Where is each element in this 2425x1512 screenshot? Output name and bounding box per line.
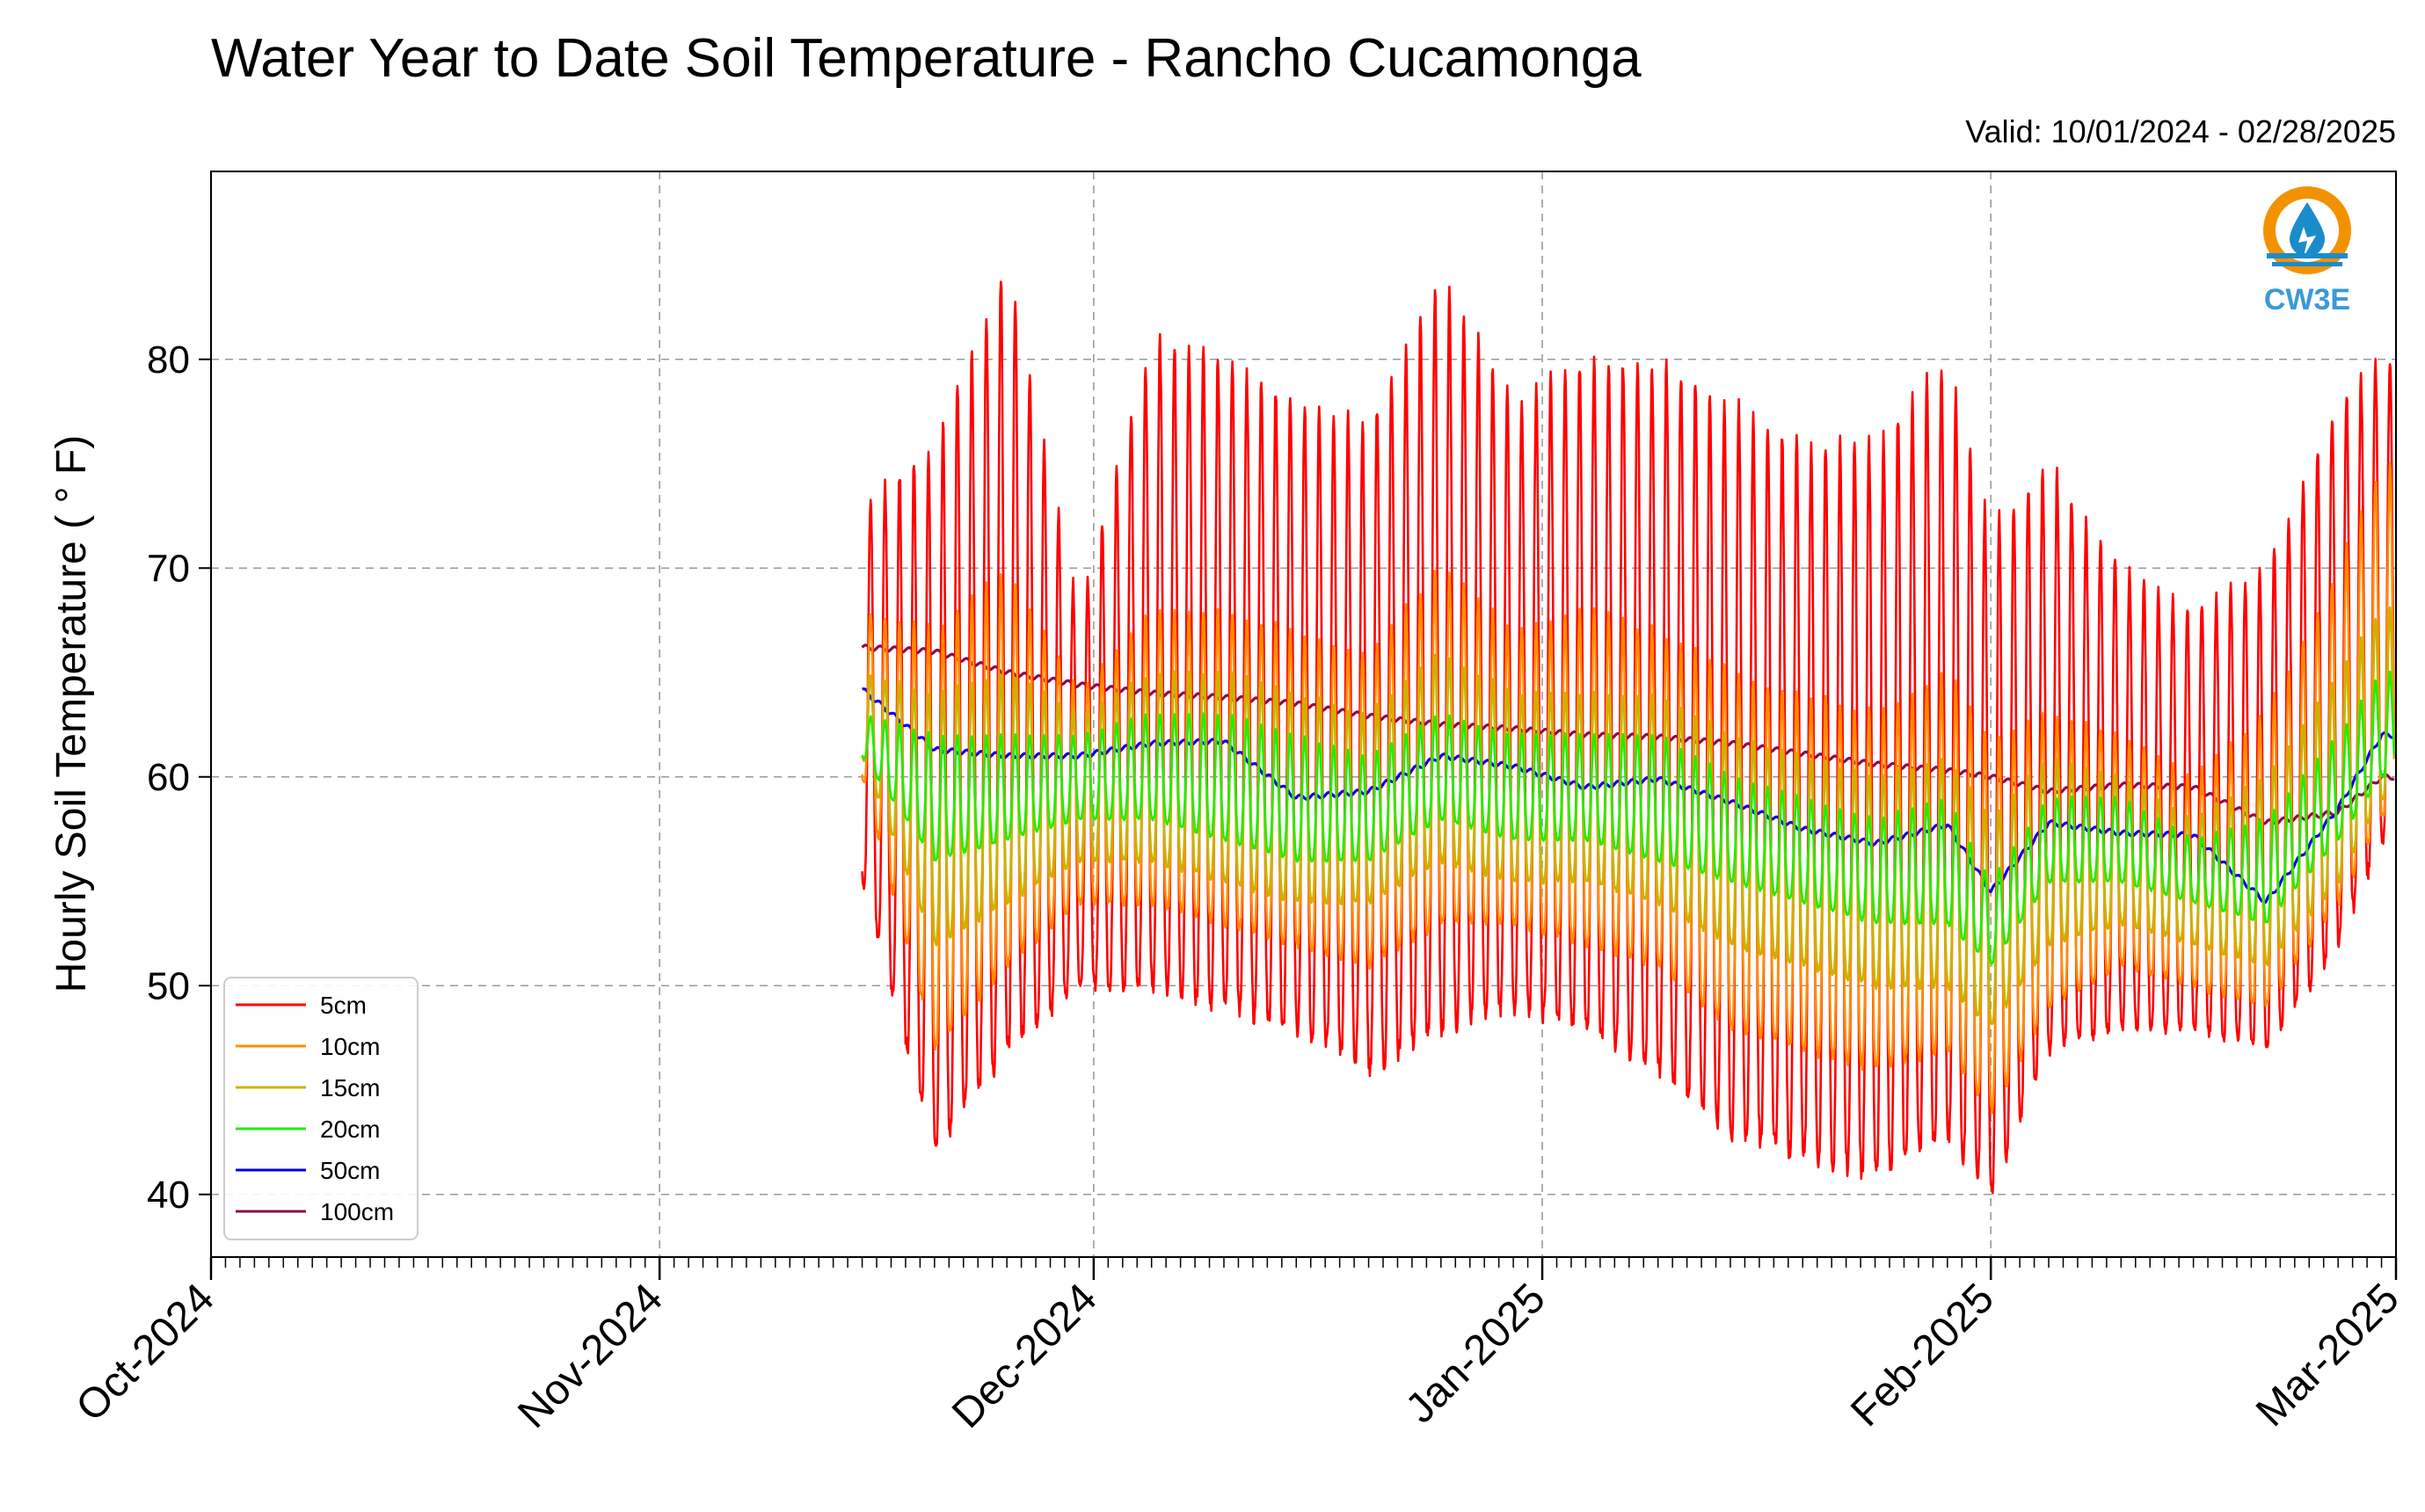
legend-item-20cm: 20cm	[236, 1116, 380, 1143]
legend-label: 50cm	[320, 1157, 380, 1184]
cw3e-logo: CW3E	[2263, 186, 2351, 316]
series-line-10cm	[861, 462, 2396, 1115]
series-line-50cm	[861, 687, 2395, 904]
y-tick-label: 60	[147, 756, 190, 799]
legend-item-50cm: 50cm	[236, 1157, 380, 1184]
y-tick-label: 80	[147, 338, 190, 382]
legend: 5cm 10cm 15cm 20cm 50cm 100cm	[223, 977, 419, 1240]
valid-date-range: Valid: 10/01/2024 - 02/28/2025	[1965, 113, 2396, 149]
legend-item-100cm: 100cm	[236, 1198, 394, 1225]
legend-label: 20cm	[320, 1116, 380, 1143]
series-layer	[861, 280, 2396, 1195]
legend-label: 100cm	[320, 1198, 394, 1225]
series-line-15cm	[861, 606, 2396, 1026]
plot-frame	[210, 171, 2397, 1258]
legend-item-15cm: 15cm	[236, 1074, 380, 1101]
legend-label: 5cm	[320, 992, 367, 1019]
legend-label: 15cm	[320, 1074, 380, 1101]
legend-label: 10cm	[320, 1033, 380, 1060]
chart-title: Water Year to Date Soil Temperature - Ra…	[211, 28, 1642, 89]
series-line-5cm	[861, 280, 2396, 1195]
y-tick-label: 70	[147, 547, 190, 590]
series-line-20cm	[861, 670, 2396, 965]
y-tick-label: 40	[147, 1174, 190, 1217]
y-axis-label: Hourly Soil Temperature ( ° F)	[48, 435, 95, 993]
legend-item-10cm: 10cm	[236, 1033, 380, 1060]
logo-text: CW3E	[2264, 283, 2350, 316]
water-drop-logo-icon	[2263, 186, 2351, 274]
legend-box	[223, 977, 419, 1240]
y-tick-label: 50	[147, 964, 190, 1007]
legend-item-5cm: 5cm	[236, 992, 367, 1019]
